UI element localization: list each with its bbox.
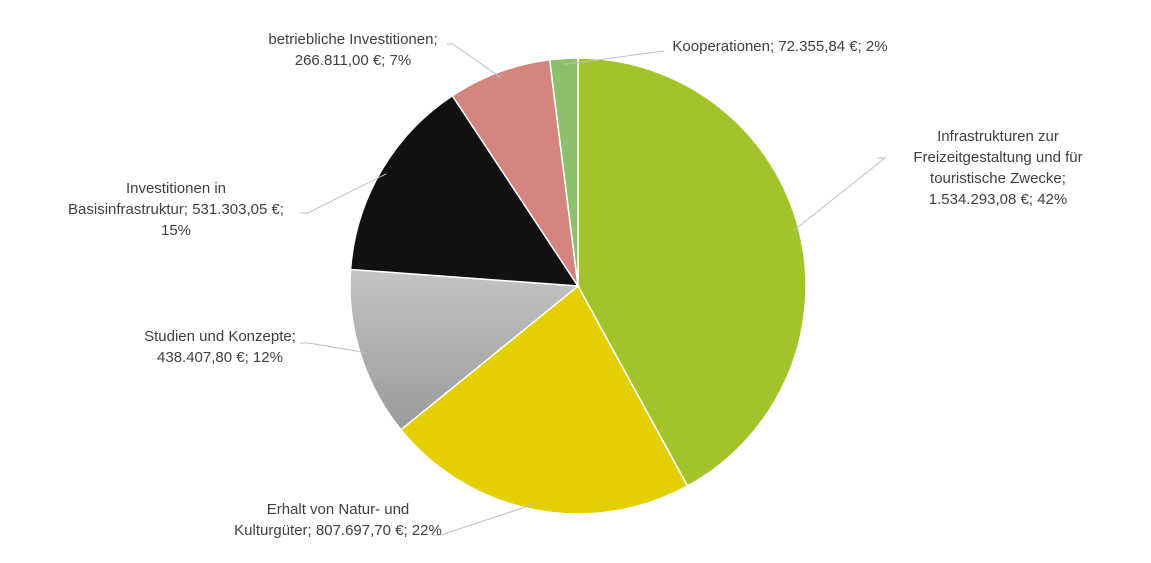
slice-label-line: 438.407,80 €; 12% bbox=[157, 349, 283, 366]
slice-label-3: Studien und Konzepte; 438.407,80 €; 12% bbox=[144, 328, 296, 366]
leader-line-5 bbox=[447, 43, 502, 79]
slice-label-line: Infrastrukturen zur bbox=[937, 128, 1059, 145]
slice-label-line: Kooperationen; 72.355,84 €; 2% bbox=[672, 38, 887, 55]
slice-label-1: Infrastrukturen zur Freizeitgestaltung un… bbox=[913, 128, 1082, 208]
slice-label-4: Investitionen in Basisinfrastruktur; 531.… bbox=[68, 180, 284, 239]
slice-label-6: Kooperationen; 72.355,84 €; 2% bbox=[672, 38, 887, 55]
slice-label-line: Basisinfrastruktur; 531.303,05 €; bbox=[68, 201, 284, 218]
slice-label-line: Freizeitgestaltung und für bbox=[913, 149, 1082, 166]
pie-slice-5 bbox=[451, 58, 579, 287]
pie-slice-2 bbox=[399, 284, 689, 515]
slice-label-line: Erhalt von Natur- und bbox=[267, 501, 410, 518]
slice-label-line: Investitionen in bbox=[126, 180, 226, 197]
slice-label-line: betriebliche Investitionen; bbox=[268, 31, 437, 48]
leader-line-2 bbox=[432, 503, 536, 536]
slice-label-line: Studien und Konzepte; bbox=[144, 328, 296, 345]
pie-slice-3 bbox=[349, 268, 580, 431]
leader-line-3 bbox=[300, 342, 367, 354]
pie-slice-6 bbox=[548, 57, 579, 287]
leader-line-4 bbox=[300, 173, 387, 214]
leader-line-1 bbox=[792, 157, 887, 232]
slice-label-line: 266.811,00 €; 7% bbox=[295, 52, 411, 69]
slice-label-5: betriebliche Investitionen; 266.811,00 €;… bbox=[268, 31, 437, 69]
leader-line-6 bbox=[564, 50, 665, 65]
slice-label-line: Kulturgüter; 807.697,70 €; 22% bbox=[234, 522, 442, 539]
slice-label-line: 15% bbox=[161, 222, 191, 239]
slice-label-2: Erhalt von Natur- und Kulturgüter; 807.69… bbox=[234, 501, 442, 539]
slice-label-line: 1.534.293,08 €; 42% bbox=[929, 191, 1067, 208]
pie-slice-1 bbox=[577, 57, 807, 487]
pie-slice-4 bbox=[349, 94, 580, 287]
slice-label-line: touristische Zwecke; bbox=[930, 170, 1066, 187]
